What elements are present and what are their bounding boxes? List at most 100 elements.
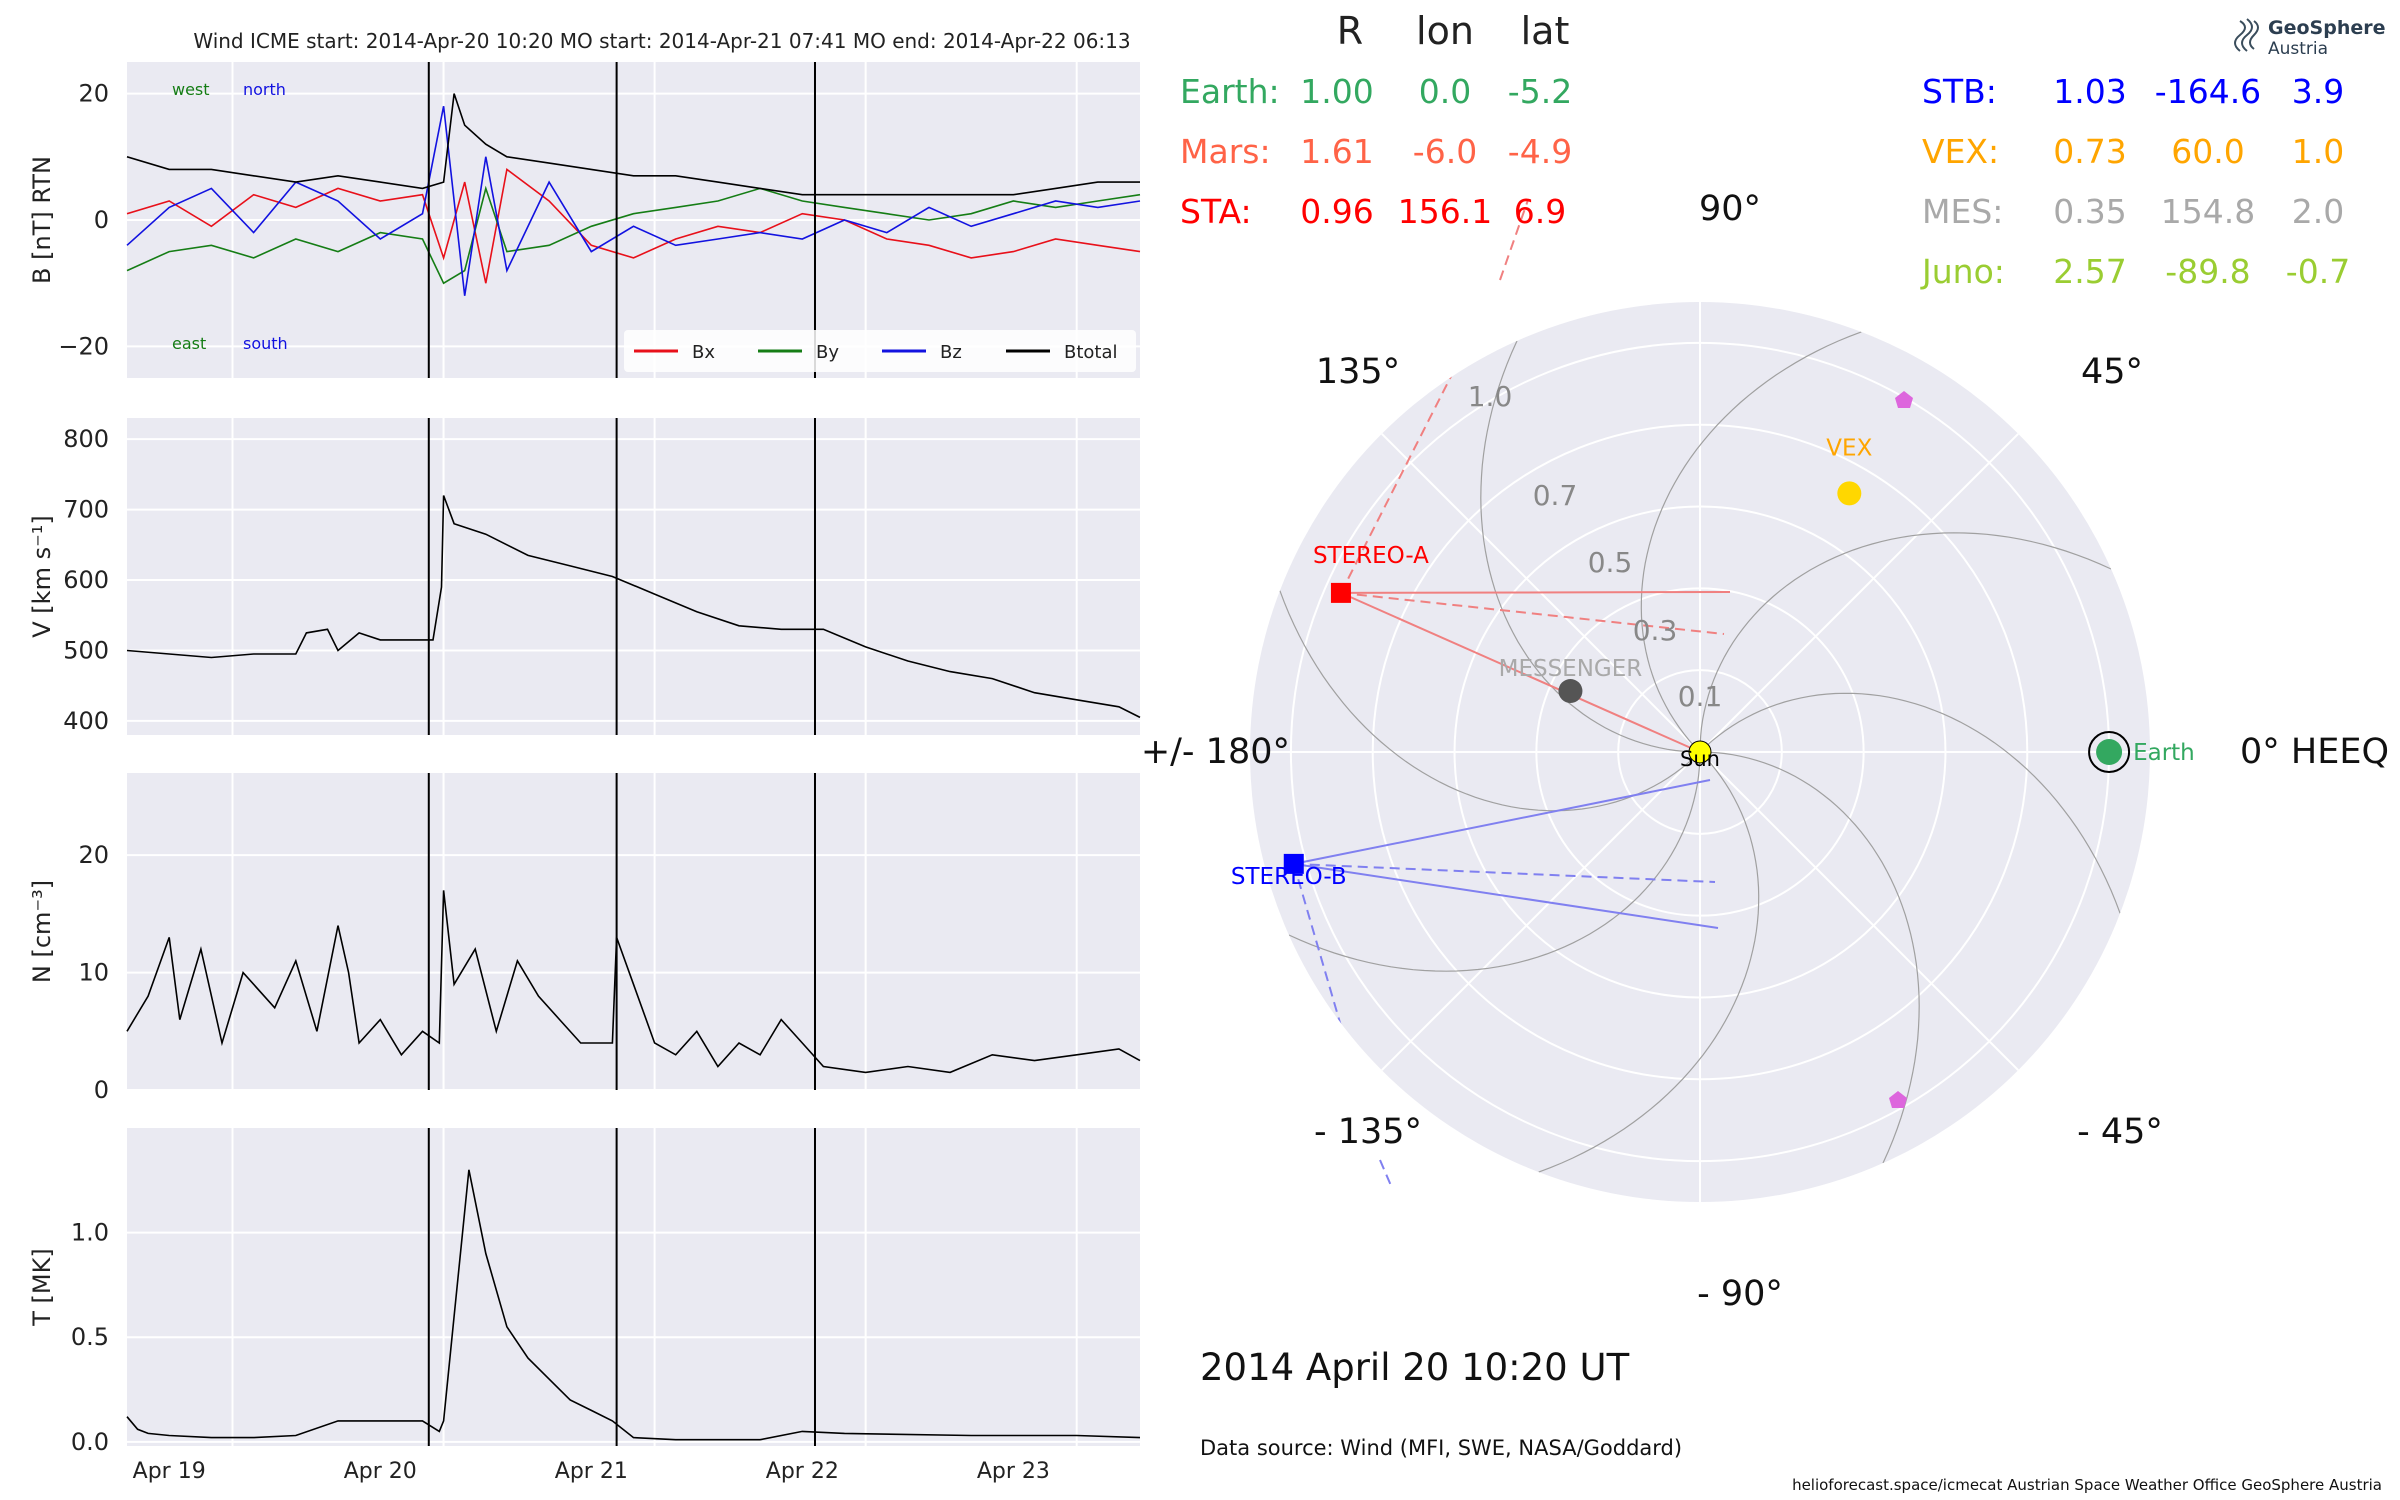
messenger-marker [1558,679,1583,704]
stereo-a-marker [1330,582,1351,603]
stereo-a-label: STEREO-A [1313,543,1429,569]
legend-label-bz: Bz [940,342,962,363]
legend-box [624,330,1136,372]
angle-tick-label: 0° HEEQ [2240,732,2389,772]
angular-gridline [1381,751,1701,1071]
radial-tick-label: 0.3 [1633,614,1678,647]
position-lon: 154.8 [2161,192,2255,231]
logo-icon [2234,18,2259,52]
series-n [126,890,1141,1074]
panel-speed: 400 500 600 700 800 V [km s⁻¹] [28,418,1141,735]
position-row: STB: 1.03 -164.6 3.9 [1922,72,2344,111]
position-row: VEX: 0.73 60.0 1.0 [1922,132,2344,171]
geosphere-logo: GeoSphere Austria [2234,17,2386,59]
position-lat: -5.2 [1508,72,1572,111]
y-axis-label: T [MK] [28,1248,56,1326]
y-tick-label: 600 [63,566,109,594]
parker-spiral [1480,340,1692,753]
legend: Bx By Bz Btotal [624,330,1136,372]
series-bx [126,167,1141,284]
position-r: 1.03 [2053,72,2126,111]
annotation-east: east [172,334,206,353]
y-axis-label: B [nT] RTN [28,156,56,284]
angle-tick-label: - 135° [1314,1112,1422,1152]
col-header-lon: lon [1416,9,1474,53]
parker-spiral [1640,331,1862,747]
parker-spiral [1705,692,2121,914]
stb-fov-line [1293,862,1719,929]
sta-fov-line [1340,591,1701,753]
polar-position-plot: 0.10.3 0.5 0.7 1.0 Earth VEX MESSENGER STEREO-A… [1141,189,2389,1314]
juno-marker [1889,1091,1907,1108]
angle-tick-label: - 90° [1697,1274,1783,1314]
position-name: Mars: [1180,132,1271,171]
y-tick-label: 0 [94,1076,109,1104]
y-tick-label: 700 [63,496,109,524]
vex-label: VEX [1826,435,1872,461]
x-tick-label: Apr 23 [977,1459,1050,1484]
legend-label-bx: Bx [692,342,715,363]
position-name: MES: [1922,192,2003,231]
angle-tick-label: - 45° [2077,1112,2163,1152]
position-row: Earth: 1.00 0.0 -5.2 [1180,72,1572,111]
radial-tick-label: 0.7 [1533,479,1578,512]
angular-gridline [1699,433,2019,753]
sun-marker [1688,740,1712,764]
vex-marker [1837,481,1862,506]
parker-spiral [1538,757,1760,1173]
col-header-lat: lat [1521,9,1570,53]
angle-tick-label: 135° [1316,352,1400,392]
y-tick-label: 20 [78,80,109,108]
position-r: 1.61 [1300,132,1373,171]
series-v [126,495,1141,719]
stereo-b-marker [1283,853,1304,874]
angle-tick-label: 45° [2081,352,2143,392]
position-name: Juno: [1920,252,2005,291]
position-lon: 60.0 [2171,132,2244,171]
position-r: 0.73 [2053,132,2126,171]
panel-magnetic-field: −20 0 20 B [nT] RTN west north east south Bx By Bz… [28,62,1141,378]
series-btotal [126,93,1140,196]
x-tick-label: Apr 22 [766,1459,839,1484]
y-tick-label: 0.0 [71,1428,109,1456]
annotation-west: west [172,80,210,99]
col-header-r: R [1337,9,1363,53]
radial-tick-label: 1.0 [1468,380,1513,413]
angle-tick-label: +/- 180° [1141,732,1290,772]
y-tick-label: −20 [58,332,109,360]
position-lat: 2.0 [2292,192,2344,231]
stb-fov-line [1293,779,1711,865]
panel-temperature: 0.0 0.5 1.0 T [MK] [28,1128,1141,1456]
legend-label-by: By [816,342,839,363]
earth-label: Earth [2133,740,2195,766]
x-tick-label: Apr 21 [555,1459,628,1484]
position-name: STB: [1922,72,1997,111]
sta-fov-line [1340,591,1731,594]
y-tick-label: 500 [63,636,109,664]
position-r: 1.00 [1300,72,1373,111]
angle-tick-label: 90° [1699,189,1761,229]
position-row: STA: 0.96 156.1 6.9 [1180,192,1566,231]
juno-marker [1895,391,1913,408]
position-row: MES: 0.35 154.8 2.0 [1922,192,2344,231]
credits: helioforecast.space/icmecat Austrian Spa… [1792,1476,2382,1494]
angular-gridline [1699,751,2019,1071]
logo-name: GeoSphere [2268,17,2386,39]
series-by [126,185,1141,285]
data-source: Data source: Wind (MFI, SWE, NASA/Goddar… [1200,1436,1682,1460]
positions-table: R lon lat Earth: 1.00 0.0 -5.2 Mars: 1.61 -6.0… [1180,9,2350,291]
annotation-south: south [243,334,288,353]
x-tick-label: Apr 19 [133,1459,206,1484]
stb-fov-line-outer [1379,1159,1393,1189]
y-axis-label: V [km s⁻¹] [28,515,56,637]
parker-spiral [1699,532,2112,744]
position-lon: -89.8 [2165,252,2250,291]
position-lat: 1.0 [2292,132,2344,171]
y-tick-label: 1.0 [71,1219,109,1247]
position-lon: -6.0 [1413,132,1477,171]
position-row: Juno: 2.57 -89.8 -0.7 [1920,252,2350,291]
y-tick-label: 10 [78,959,109,987]
y-tick-label: 0 [94,206,109,234]
position-lat: 3.9 [2292,72,2344,111]
